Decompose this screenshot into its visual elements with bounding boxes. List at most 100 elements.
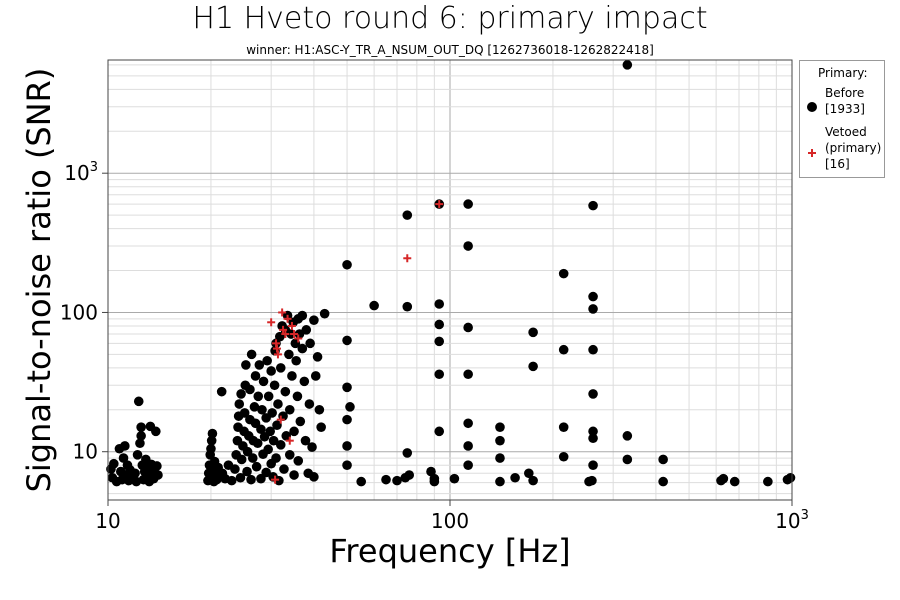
data-point-vetoed xyxy=(271,475,280,484)
legend: Primary: Before [1933] Vetoed (primary) … xyxy=(799,60,885,178)
data-point-before xyxy=(319,308,330,319)
data-point-before xyxy=(305,338,315,349)
data-point-before xyxy=(268,435,279,446)
data-point-before xyxy=(404,470,415,480)
data-point-before xyxy=(342,259,352,270)
data-point-before xyxy=(588,344,598,355)
data-point-vetoed xyxy=(283,314,292,323)
data-point-before xyxy=(242,446,253,457)
x-tick-label: 100 xyxy=(431,509,469,533)
x-axis-label: Frequency [Hz] xyxy=(329,532,570,570)
data-point-before xyxy=(300,435,311,446)
data-point-before xyxy=(309,315,319,325)
data-point-before xyxy=(622,431,633,441)
data-point-before xyxy=(272,420,282,431)
data-point-before xyxy=(235,472,246,483)
data-point-before xyxy=(785,472,796,483)
data-point-vetoed xyxy=(403,254,412,263)
data-point-before xyxy=(254,360,265,370)
data-point-before xyxy=(234,399,245,409)
data-point-vetoed xyxy=(267,318,276,327)
data-point-before xyxy=(463,369,473,380)
data-point-vetoed xyxy=(273,350,282,359)
data-point-before xyxy=(310,371,321,381)
data-point-before xyxy=(257,404,267,415)
data-point-before xyxy=(289,426,299,437)
data-point-before xyxy=(295,416,306,427)
data-point-vetoed xyxy=(294,334,303,343)
data-point-before xyxy=(463,322,473,333)
data-point-before xyxy=(153,470,163,480)
data-point-before xyxy=(342,441,352,451)
data-point-before xyxy=(250,371,261,381)
data-point-before xyxy=(130,468,140,479)
data-point-before xyxy=(241,360,251,370)
data-point-before xyxy=(658,454,668,465)
data-point-before xyxy=(246,474,256,485)
data-point-before xyxy=(275,363,286,373)
data-point-before xyxy=(314,404,325,415)
data-point-before xyxy=(558,344,569,355)
y-axis-label: Signal-to-noise ratio (SNR) xyxy=(20,68,58,493)
data-point-before xyxy=(434,336,445,347)
data-point-before xyxy=(262,355,272,366)
data-point-before xyxy=(273,399,283,409)
data-point-before xyxy=(622,454,633,465)
data-point-before xyxy=(239,408,250,418)
data-point-before xyxy=(588,426,598,437)
data-point-before xyxy=(392,475,402,486)
data-point-before xyxy=(266,366,276,376)
data-point-before xyxy=(236,389,246,399)
data-point-before xyxy=(152,461,162,471)
data-point-before xyxy=(133,396,144,407)
data-point-before xyxy=(426,466,436,477)
data-point-before xyxy=(256,424,266,435)
chart-title: H1 Hveto round 6: primary impact xyxy=(192,1,708,36)
data-point-before xyxy=(304,399,315,409)
data-point-vetoed xyxy=(285,436,294,445)
data-point-before xyxy=(246,349,257,360)
x-tick-label: 10 xyxy=(95,509,120,533)
data-point-before xyxy=(275,440,286,450)
data-point-before xyxy=(216,386,227,397)
x-tick-label: 103 xyxy=(775,508,809,533)
data-point-vetoed xyxy=(278,308,287,317)
data-point-before xyxy=(236,454,247,465)
data-point-before xyxy=(263,444,273,455)
data-point-before xyxy=(292,391,303,402)
data-point-before xyxy=(287,371,297,381)
data-point-before xyxy=(402,448,413,458)
data-point-before xyxy=(587,475,597,486)
data-point-vetoed xyxy=(435,200,444,209)
legend-entry-vetoed: Vetoed (primary) [16] xyxy=(825,125,882,171)
data-point-before xyxy=(271,453,281,463)
data-point-before xyxy=(528,361,538,372)
data-point-before xyxy=(345,402,355,412)
legend-entry-before: Before [1933] xyxy=(825,86,865,116)
data-point-before xyxy=(381,474,391,485)
y-tick-label: 103 xyxy=(64,160,98,185)
data-point-before xyxy=(307,442,317,452)
data-point-before xyxy=(558,451,569,462)
data-point-before xyxy=(206,435,217,446)
data-point-before xyxy=(284,450,295,460)
data-point-before xyxy=(297,310,308,321)
data-point-before xyxy=(495,422,505,432)
data-point-before xyxy=(131,476,142,487)
data-point-before xyxy=(463,199,473,209)
data-point-before xyxy=(265,426,275,437)
data-point-before xyxy=(342,460,352,471)
data-point-before xyxy=(495,435,505,446)
data-point-vetoed xyxy=(287,321,296,330)
data-point-before xyxy=(463,460,473,471)
data-point-before xyxy=(281,431,292,441)
data-point-before xyxy=(588,460,598,471)
data-point-vetoed xyxy=(279,325,288,334)
data-point-before xyxy=(136,422,146,432)
data-point-before xyxy=(135,438,145,449)
data-point-before xyxy=(524,468,534,479)
data-point-before xyxy=(316,422,326,432)
data-point-before xyxy=(495,453,505,463)
data-point-before xyxy=(247,453,258,463)
